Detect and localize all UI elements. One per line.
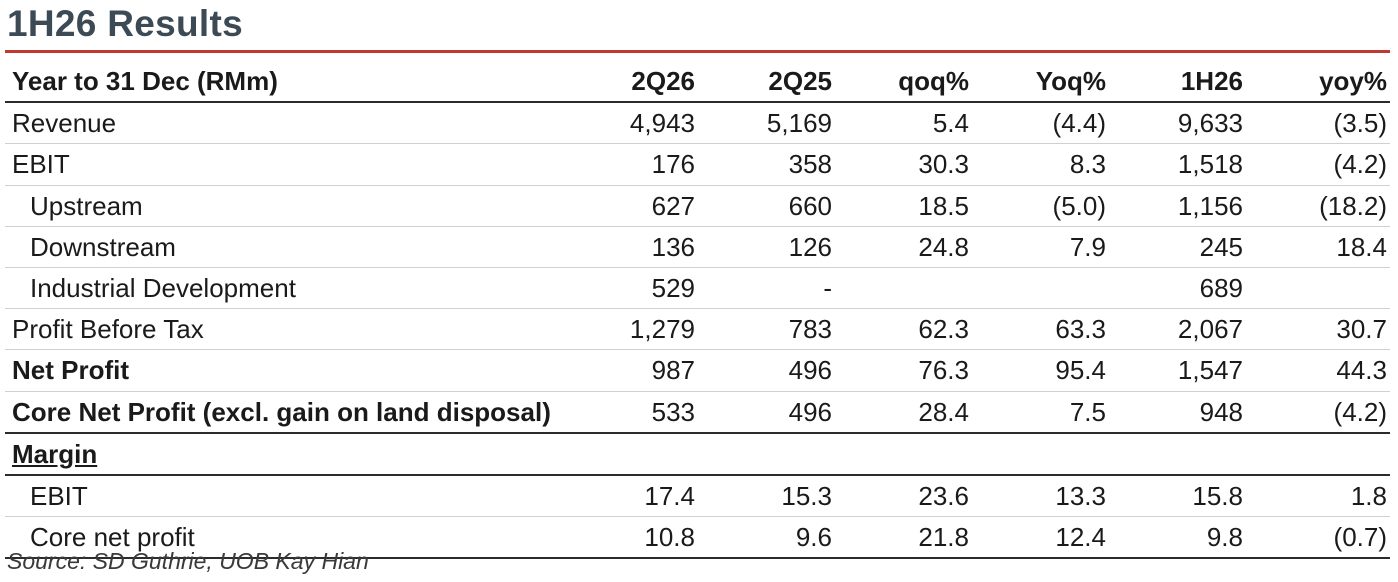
cell-value: 176 <box>560 143 698 186</box>
cell-value: 533 <box>560 391 698 434</box>
row-label: Core net profit <box>5 516 560 560</box>
table-row-profit-before-tax: Profit Before Tax 1,279 783 62.3 63.3 2,… <box>5 308 1390 351</box>
cell-value: 18.4 <box>1246 226 1390 268</box>
cell-value: (0.7) <box>1246 516 1390 560</box>
table-row-revenue: Revenue 4,943 5,169 5.4 (4.4) 9,633 (3.5… <box>5 102 1390 145</box>
cell-value: 10.8 <box>560 516 698 560</box>
cell-value: 2,067 <box>1109 308 1246 351</box>
cell-value: 126 <box>698 226 835 268</box>
table-header-row: Year to 31 Dec (RMm) 2Q26 2Q25 qoq% Yoq%… <box>5 61 1390 104</box>
cell-value: 1,279 <box>560 308 698 351</box>
cell-value: 529 <box>560 267 698 310</box>
cell-value <box>835 267 972 310</box>
cell-value <box>1246 267 1390 310</box>
cell-value: 660 <box>698 185 835 227</box>
table-row-net-profit: Net Profit 987 496 76.3 95.4 1,547 44.3 <box>5 349 1390 392</box>
column-header-2q26: 2Q26 <box>560 61 698 104</box>
cell-value: 95.4 <box>972 349 1109 392</box>
row-label: Profit Before Tax <box>5 308 560 351</box>
cell-value: 627 <box>560 185 698 227</box>
column-header-yoy: yoy% <box>1246 61 1390 104</box>
cell-value: (5.0) <box>972 185 1109 227</box>
cell-value: 948 <box>1109 391 1246 434</box>
cell-value: 21.8 <box>835 516 972 560</box>
cell-value: 12.4 <box>972 516 1109 560</box>
cell-value: 15.8 <box>1109 474 1246 518</box>
cell-value: 5.4 <box>835 102 972 145</box>
cell-value: 30.3 <box>835 143 972 186</box>
cell-value: 1,547 <box>1109 349 1246 392</box>
column-header-2q25: 2Q25 <box>698 61 835 104</box>
cell-value: 63.3 <box>972 308 1109 351</box>
table-row-margin-core-net-profit: Core net profit 10.8 9.6 21.8 12.4 9.8 (… <box>5 516 1390 560</box>
cell-value: 7.9 <box>972 226 1109 268</box>
table-row-margin-ebit: EBIT 17.4 15.3 23.6 13.3 15.8 1.8 <box>5 474 1390 518</box>
cell-value: 23.6 <box>835 474 972 518</box>
column-header-qoq: qoq% <box>835 61 972 104</box>
column-header-label: Year to 31 Dec (RMm) <box>5 61 560 104</box>
cell-value: 18.5 <box>835 185 972 227</box>
cell-value: (4.2) <box>1246 143 1390 186</box>
cell-value: 1.8 <box>1246 474 1390 518</box>
cell-value: 7.5 <box>972 391 1109 434</box>
cell-value: 30.7 <box>1246 308 1390 351</box>
section-heading-margin: Margin <box>12 438 98 469</box>
table-row-core-net-profit: Core Net Profit (excl. gain on land disp… <box>5 391 1390 434</box>
cell-value: (18.2) <box>1246 185 1390 227</box>
cell-value: 24.8 <box>835 226 972 268</box>
cell-value: 15.3 <box>698 474 835 518</box>
cell-value: 62.3 <box>835 308 972 351</box>
page-title: 1H26 Results <box>7 3 243 44</box>
cell-value: 689 <box>1109 267 1246 310</box>
cell-value: - <box>698 267 835 310</box>
cell-value: 17.4 <box>560 474 698 518</box>
cell-value: 245 <box>1109 226 1246 268</box>
cell-value: 8.3 <box>972 143 1109 186</box>
cell-value <box>972 267 1109 310</box>
results-table: Year to 31 Dec (RMm) 2Q26 2Q25 qoq% Yoq%… <box>5 61 1390 560</box>
row-label: Revenue <box>5 102 560 145</box>
cell-value: 5,169 <box>698 102 835 145</box>
cell-value: 76.3 <box>835 349 972 392</box>
table-section-margin: Margin <box>5 432 1390 476</box>
cell-value: 496 <box>698 391 835 434</box>
row-label: Industrial Development <box>5 267 560 310</box>
table-row-ebit: EBIT 176 358 30.3 8.3 1,518 (4.2) <box>5 143 1390 186</box>
column-header-1h26: 1H26 <box>1109 61 1246 104</box>
cell-value: 1,518 <box>1109 143 1246 186</box>
row-label: Core Net Profit (excl. gain on land disp… <box>5 391 560 434</box>
cell-value: 4,943 <box>560 102 698 145</box>
table-row-industrial-development: Industrial Development 529 - 689 <box>5 267 1390 310</box>
cell-value: 496 <box>698 349 835 392</box>
row-label: EBIT <box>5 143 560 186</box>
source-note: Source: SD Guthrie, UOB Kay Hian <box>7 548 369 574</box>
table-row-upstream: Upstream 627 660 18.5 (5.0) 1,156 (18.2) <box>5 185 1390 227</box>
cell-value: 783 <box>698 308 835 351</box>
cell-value: (4.4) <box>972 102 1109 145</box>
cell-value: 9,633 <box>1109 102 1246 145</box>
cell-value: 136 <box>560 226 698 268</box>
cell-value: 28.4 <box>835 391 972 434</box>
table-row-downstream: Downstream 136 126 24.8 7.9 245 18.4 <box>5 226 1390 268</box>
row-label: Net Profit <box>5 349 560 392</box>
cell-value: 9.8 <box>1109 516 1246 560</box>
row-label: Upstream <box>5 185 560 227</box>
cell-value: 987 <box>560 349 698 392</box>
row-label: Downstream <box>5 226 560 268</box>
cell-value: 358 <box>698 143 835 186</box>
row-label: EBIT <box>5 474 560 518</box>
column-header-yoq: Yoq% <box>972 61 1109 104</box>
cell-value: (4.2) <box>1246 391 1390 434</box>
title-divider <box>5 50 1390 53</box>
cell-value: 44.3 <box>1246 349 1390 392</box>
cell-value: 13.3 <box>972 474 1109 518</box>
cell-value: 1,156 <box>1109 185 1246 227</box>
cell-value: (3.5) <box>1246 102 1390 145</box>
cell-value: 9.6 <box>698 516 835 560</box>
